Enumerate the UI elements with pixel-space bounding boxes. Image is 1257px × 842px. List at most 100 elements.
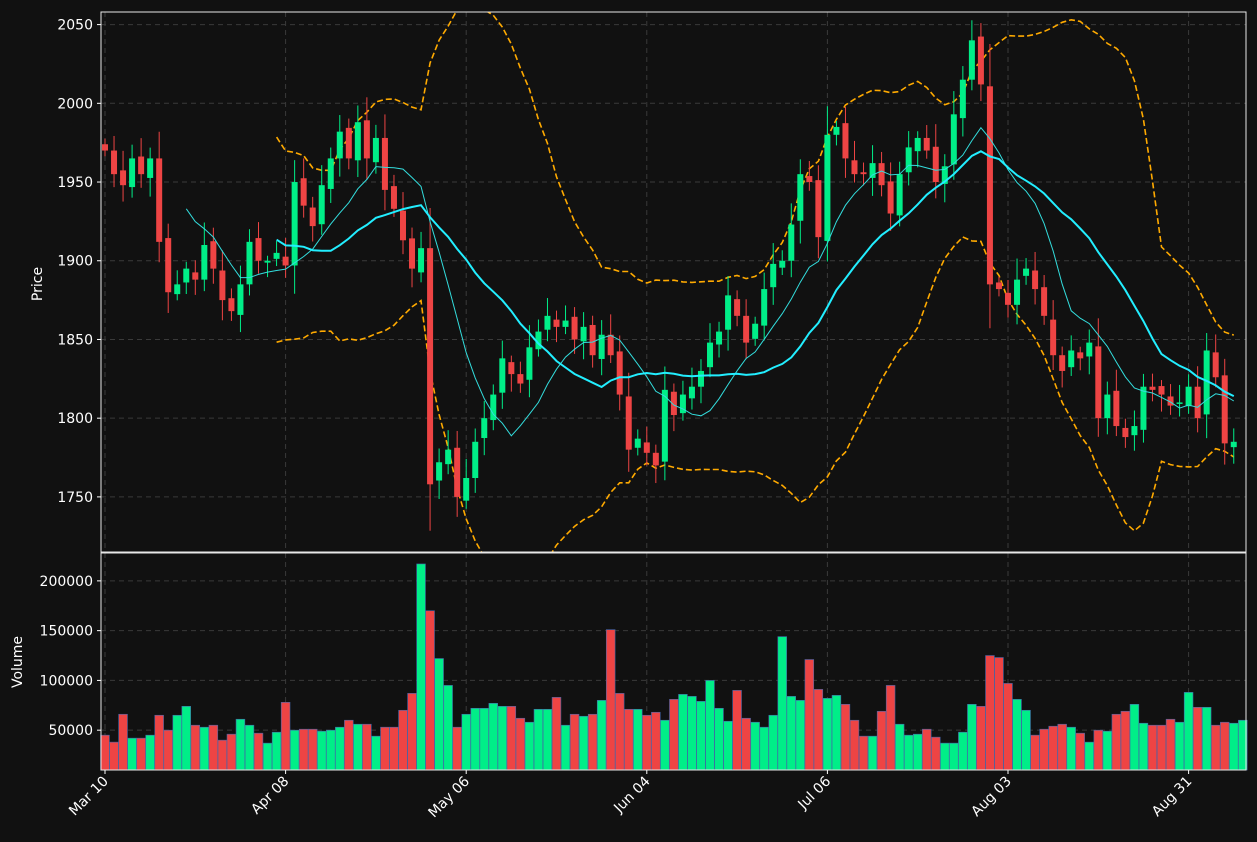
candle-body [499, 358, 506, 393]
volume-bars [100, 563, 1248, 771]
volume-bar [1183, 692, 1194, 771]
candle-body [833, 126, 840, 135]
volume-bar [470, 707, 480, 771]
candle-body [761, 289, 768, 326]
volume-bar [1066, 726, 1076, 771]
volume-bar [217, 739, 228, 771]
candle-body [219, 270, 226, 301]
volume-bar [1030, 734, 1040, 771]
price-panel-frame [100, 11, 1247, 553]
volume-bar [922, 728, 932, 771]
candle-body [372, 137, 379, 163]
price-tick-label: 1750 [57, 490, 93, 506]
volume-bar [434, 658, 444, 771]
candle-body [1050, 319, 1057, 356]
volume-bar [985, 655, 995, 771]
candle-body [156, 158, 163, 242]
candle-body [1176, 402, 1183, 404]
candle-body [454, 447, 461, 497]
candle-body [129, 158, 136, 188]
candle-body [1005, 292, 1011, 305]
volume-bar [335, 726, 345, 771]
volume-tick-label: 50000 [48, 723, 93, 739]
volume-bar [542, 708, 553, 771]
volume-bar [1039, 728, 1049, 771]
candle-body [932, 146, 939, 183]
volume-bar [1201, 706, 1212, 771]
candle-body [914, 137, 921, 152]
candle-body [652, 452, 659, 466]
volume-bar [813, 689, 824, 771]
volume-bar [714, 707, 724, 771]
volume-bar [1147, 724, 1158, 771]
candle-body [363, 120, 370, 159]
volume-bar [524, 721, 535, 771]
volume-bar [723, 720, 733, 771]
volume-bar [136, 737, 146, 771]
volume-bar [967, 704, 977, 771]
candle-body [598, 334, 605, 359]
volume-bar [1220, 721, 1230, 771]
volume-bar [903, 734, 914, 771]
volume-bar [840, 704, 851, 771]
candle-body [553, 319, 560, 327]
candle-body [661, 389, 668, 462]
volume-bar [569, 713, 580, 771]
volume-bar [642, 714, 652, 771]
volume-bar [1165, 718, 1176, 771]
candle-body [1158, 386, 1165, 395]
volume-bar [687, 696, 697, 771]
volume-bar [867, 735, 878, 771]
volume-bar [407, 693, 417, 771]
candle-body [725, 295, 732, 330]
candle-body [697, 370, 704, 387]
sma-slow-line [276, 150, 1235, 398]
volume-bar [479, 707, 489, 771]
volume-bar [1084, 741, 1094, 771]
candle-body [427, 248, 434, 485]
candle-body [1014, 279, 1021, 305]
candle-body [634, 438, 641, 448]
candle-body [977, 36, 984, 85]
candle-body [255, 238, 262, 261]
candle-body [869, 163, 876, 178]
volume-bar [172, 714, 182, 771]
candlesticks [102, 20, 1237, 531]
volume-bar [605, 629, 616, 771]
candle-body [770, 263, 777, 288]
candle-body [174, 284, 181, 295]
candle-body [327, 158, 334, 189]
candle-body [1077, 352, 1084, 359]
volume-axis-label: Volume [10, 636, 26, 688]
candle-body [824, 134, 831, 241]
candle-body [1212, 352, 1219, 378]
candle-body [1095, 346, 1102, 419]
volume-bar [163, 729, 173, 771]
candle-body [445, 449, 452, 465]
candle-body [1041, 287, 1048, 316]
volume-bar [669, 699, 679, 771]
volume-bar [235, 718, 246, 771]
candle-body [472, 441, 479, 479]
volume-bar [560, 724, 571, 771]
volume-tick-label: 100000 [40, 673, 93, 689]
candle-body [571, 316, 578, 340]
candle-body [282, 256, 289, 266]
volume-bar [190, 724, 200, 771]
volume-bar [443, 685, 453, 771]
volume-bar [732, 690, 742, 771]
volume-bar [876, 710, 887, 771]
candle-body [228, 298, 235, 312]
volume-bar [551, 697, 562, 771]
volume-bar [181, 705, 191, 771]
candle-body [192, 272, 199, 280]
volume-bar [894, 723, 905, 771]
candle-body [1149, 386, 1156, 390]
candle-body [707, 342, 714, 368]
volume-bar [389, 726, 399, 771]
candle-body [1086, 342, 1093, 357]
candle-body [354, 122, 361, 161]
volume-bar [307, 728, 318, 771]
candle-body [679, 394, 686, 414]
volume-bar [362, 723, 372, 771]
